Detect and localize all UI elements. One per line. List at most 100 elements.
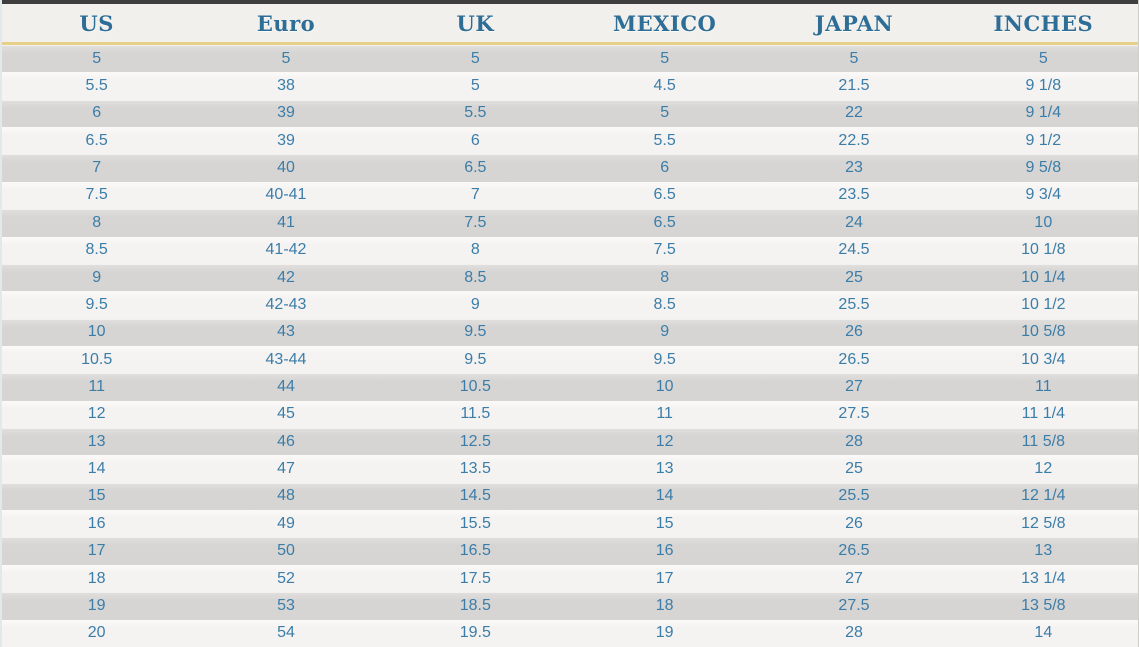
table-cell: 9 1/2 xyxy=(1025,131,1062,149)
table-cell: 10 1/2 xyxy=(1021,295,1066,313)
table-cell: 9 xyxy=(660,323,670,341)
table-cell: 8.5 xyxy=(464,268,487,286)
table-cell: 13 xyxy=(87,432,106,450)
table-cell: 8.5 xyxy=(653,295,676,313)
table-cell: 42 xyxy=(277,268,295,286)
table-cell: 28 xyxy=(845,432,863,450)
table-cell: 6 xyxy=(470,131,480,149)
table-cell: 4.5 xyxy=(653,77,676,95)
table-cell: 10.5 xyxy=(81,350,113,368)
table-cell: 13 5/8 xyxy=(1021,596,1066,614)
table-cell: 41-42 xyxy=(265,241,307,259)
table-cell: 15 xyxy=(655,514,674,532)
table-cell: 10 xyxy=(87,323,106,341)
table-cell: 6.5 xyxy=(464,159,487,177)
table-cell: 13.5 xyxy=(459,460,491,478)
table-cell: 5 xyxy=(281,49,291,67)
table-cell: 12 xyxy=(1034,460,1053,478)
table-row: 20 54 19.5 19 28 14 xyxy=(2,619,1138,647)
table-cell: 39 xyxy=(277,104,295,122)
column-header-mexico: MEXICO xyxy=(612,10,717,36)
table-cell: 27.5 xyxy=(838,596,870,614)
table-cell: 25.5 xyxy=(838,295,870,313)
table-cell: 5.5 xyxy=(85,77,108,95)
column-header-euro: Euro xyxy=(256,10,316,36)
table-cell: 13 xyxy=(655,460,674,478)
table-cell: 17 xyxy=(655,569,674,587)
table-cell: 11 xyxy=(1035,377,1052,395)
table-cell: 6.5 xyxy=(653,213,676,231)
table-cell: 5 xyxy=(470,77,480,95)
table-row: 9.5 42-43 9 8.5 25.5 10 1/2 xyxy=(2,291,1138,319)
table-cell: 6 xyxy=(92,104,102,122)
table-cell: 5.5 xyxy=(464,104,487,122)
column-header-uk: UK xyxy=(456,10,495,36)
table-cell: 24 xyxy=(845,213,863,231)
table-cell: 28 xyxy=(845,624,863,642)
table-row: 16 49 15.5 15 26 12 5/8 xyxy=(2,510,1138,538)
table-row: 5.5 38 5 4.5 21.5 9 1/8 xyxy=(2,72,1138,100)
table-cell: 9 1/4 xyxy=(1025,104,1062,122)
table-row: 13 46 12.5 12 28 11 5/8 xyxy=(2,428,1138,456)
table-cell: 7 xyxy=(470,186,480,204)
table-cell: 40 xyxy=(277,159,295,177)
table-cell: 21.5 xyxy=(838,77,870,95)
table-cell: 9 3/4 xyxy=(1025,186,1062,204)
table-cell: 13 1/4 xyxy=(1021,569,1066,587)
table-cell: 25 xyxy=(845,460,863,478)
table-cell: 24.5 xyxy=(838,241,870,259)
table-body: 5 5 5 5 5 5 5.5 38 5 4.5 21.5 9 1/8 6 39 5.5 5 22 9 1/4 6.… xyxy=(2,45,1138,647)
table-row: 10.5 43-44 9.5 9.5 26.5 10 3/4 xyxy=(2,345,1138,374)
table-cell: 5.5 xyxy=(653,131,676,149)
table-cell: 23.5 xyxy=(838,186,870,204)
table-row: 12 45 11.5 11 27.5 11 1/4 xyxy=(2,400,1138,429)
table-row: 7 40 6.5 6 23 9 5/8 xyxy=(2,154,1138,182)
table-cell: 19 xyxy=(655,624,674,642)
table-cell: 53 xyxy=(277,596,295,614)
table-cell: 16 xyxy=(655,542,674,560)
table-cell: 5 xyxy=(660,49,670,67)
table-cell: 26 xyxy=(845,323,863,341)
table-cell: 5 xyxy=(470,49,480,67)
table-cell: 16 xyxy=(87,514,106,532)
table-cell: 48 xyxy=(277,487,295,505)
table-cell: 22 xyxy=(845,104,863,122)
table-cell: 16.5 xyxy=(459,542,491,560)
table-cell: 43 xyxy=(277,323,295,341)
table-row: 14 47 13.5 13 25 12 xyxy=(2,455,1138,483)
table-cell: 18.5 xyxy=(459,596,491,614)
table-cell: 9.5 xyxy=(653,350,676,368)
column-header-inches: INCHES xyxy=(993,10,1094,36)
table-cell: 44 xyxy=(277,377,295,395)
table-cell: 49 xyxy=(277,514,295,532)
table-cell: 18 xyxy=(655,596,674,614)
table-row: 8.5 41-42 8 7.5 24.5 10 1/8 xyxy=(2,236,1138,264)
table-cell: 6 xyxy=(660,159,670,177)
table-cell: 11 1/4 xyxy=(1021,405,1065,423)
header-row: US Euro UK MEXICO JAPAN INCHES xyxy=(2,0,1138,45)
table-cell: 7 xyxy=(92,159,102,177)
table-cell: 10 5/8 xyxy=(1021,323,1066,341)
table-cell: 9.5 xyxy=(464,350,487,368)
table-row: 6 39 5.5 5 22 9 1/4 xyxy=(2,99,1138,128)
table-cell: 14.5 xyxy=(459,487,491,505)
table-cell: 10 xyxy=(655,377,674,395)
table-cell: 25.5 xyxy=(838,487,870,505)
table-cell: 10 1/4 xyxy=(1021,268,1066,286)
table-cell: 27 xyxy=(845,377,863,395)
table-cell: 39 xyxy=(277,131,295,149)
table-cell: 5 xyxy=(660,104,670,122)
table-row: 6.5 39 6 5.5 22.5 9 1/2 xyxy=(2,127,1138,155)
table-cell: 8 xyxy=(92,213,102,231)
table-cell: 12 xyxy=(87,405,106,423)
table-cell: 6.5 xyxy=(85,131,108,149)
table-cell: 12 1/4 xyxy=(1021,487,1066,505)
table-cell: 22.5 xyxy=(838,131,870,149)
table-cell: 7.5 xyxy=(464,213,487,231)
table-cell: 8.5 xyxy=(85,241,108,259)
table-cell: 42-43 xyxy=(265,295,307,313)
table-cell: 14 xyxy=(87,460,106,478)
table-row: 7.5 40-41 7 6.5 23.5 9 3/4 xyxy=(2,181,1138,210)
table-cell: 12 xyxy=(655,432,674,450)
column-header-japan: JAPAN xyxy=(814,10,894,36)
